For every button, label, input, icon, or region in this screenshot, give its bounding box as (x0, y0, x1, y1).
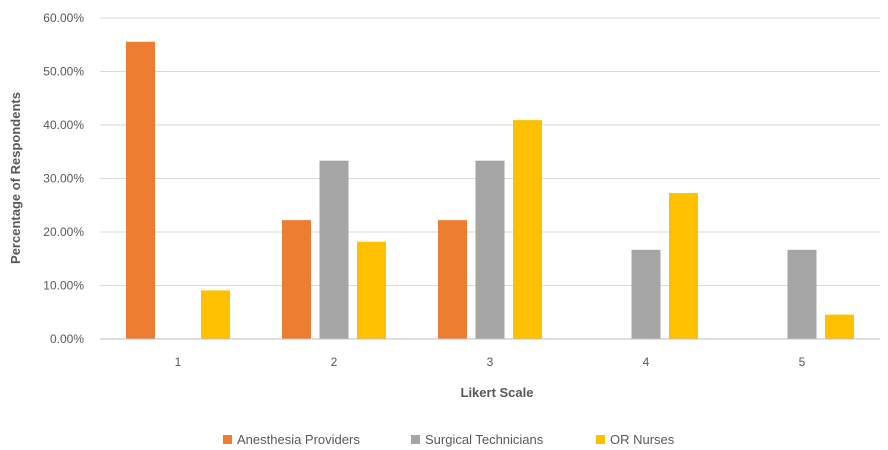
x-axis-ticks: 1 2 3 4 5 (175, 355, 806, 369)
bar (513, 120, 542, 339)
y-tick-label: 10.00% (43, 279, 84, 293)
legend-label: OR Nurses (610, 432, 675, 447)
y-tick-label: 20.00% (43, 225, 84, 239)
y-axis-ticks: 0.00% 10.00% 20.00% 30.00% 40.00% 50.00% 60.00… (43, 11, 84, 346)
bar (825, 314, 854, 339)
bar (357, 241, 386, 339)
y-tick-label: 30.00% (43, 172, 84, 186)
bar (319, 160, 349, 339)
x-tick-label: 4 (643, 355, 650, 369)
y-tick-label: 0.00% (50, 332, 84, 346)
bar (282, 220, 311, 339)
x-tick-label: 2 (331, 355, 338, 369)
bar (126, 41, 155, 340)
y-axis-title: Percentage of Respondents (8, 92, 23, 264)
x-axis-title: Likert Scale (461, 385, 534, 400)
legend: Anesthesia Providers Surgical Technicians… (223, 432, 675, 447)
bar (631, 249, 661, 339)
bars (126, 41, 854, 340)
bar (438, 220, 467, 339)
legend-swatch (223, 435, 232, 444)
x-tick-label: 3 (487, 355, 494, 369)
bar (475, 160, 505, 339)
legend-label: Anesthesia Providers (237, 432, 360, 447)
x-tick-label: 5 (799, 355, 806, 369)
bar (201, 290, 230, 339)
y-tick-label: 40.00% (43, 118, 84, 132)
bar (669, 193, 698, 339)
y-tick-label: 50.00% (43, 65, 84, 79)
x-tick-label: 1 (175, 355, 182, 369)
legend-swatch (596, 435, 605, 444)
legend-swatch (411, 435, 420, 444)
bar (787, 249, 817, 339)
y-tick-label: 60.00% (43, 11, 84, 25)
legend-label: Surgical Technicians (425, 432, 544, 447)
